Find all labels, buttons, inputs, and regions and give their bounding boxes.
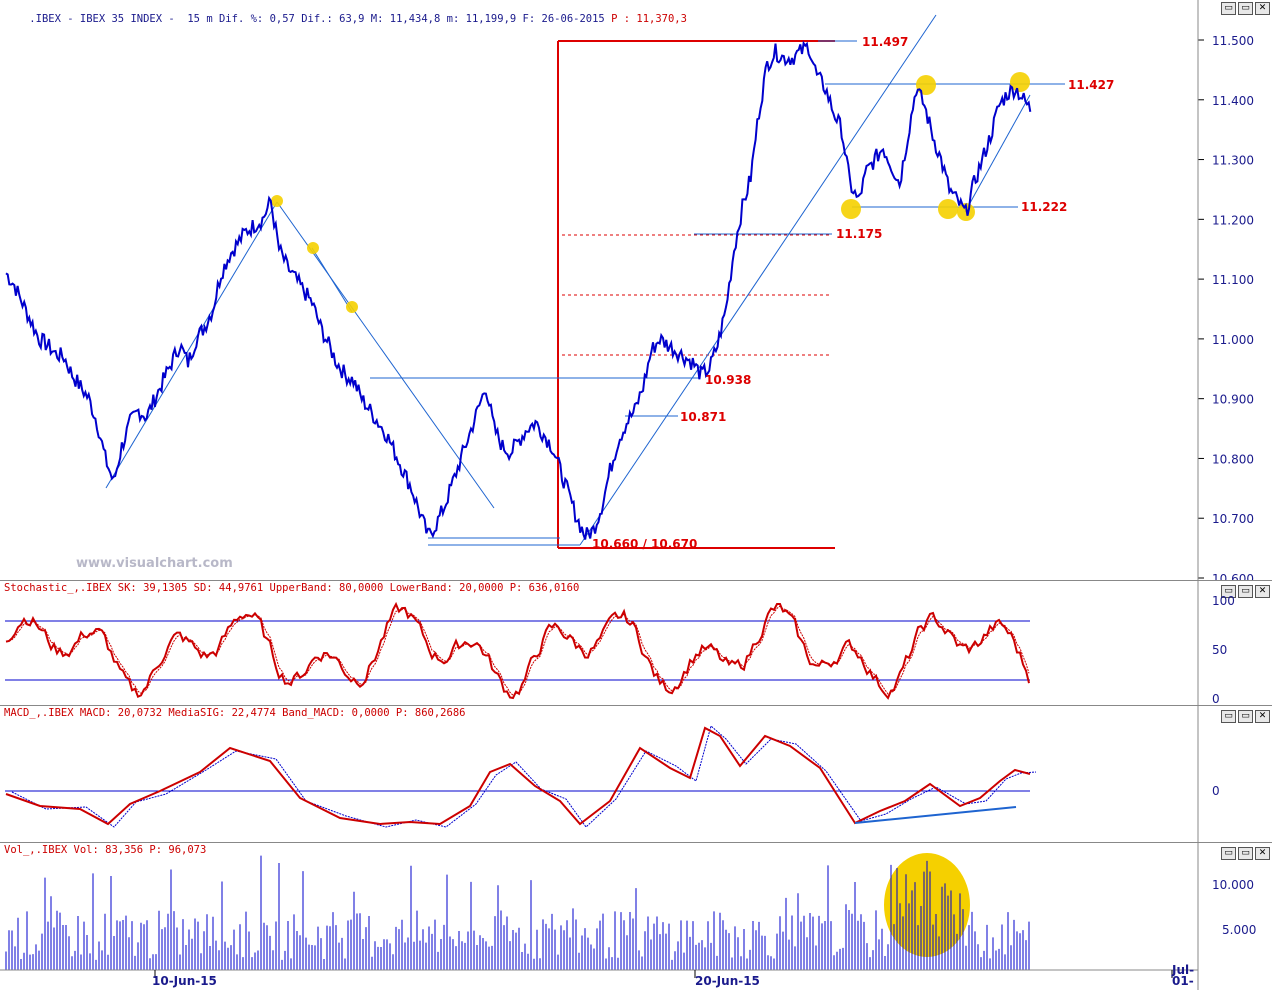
macd-chart: 0	[5, 706, 1220, 843]
close-button[interactable]: ✕	[1255, 847, 1270, 860]
price-axis: 11.500 11.400 11.300 11.200 11.100 11.000 10.9…	[1198, 34, 1254, 580]
price-axis-label: 10.900	[1212, 393, 1254, 407]
price-info-bar: .IBEX - IBEX 35 INDEX - 15 m Dif. %: 0,5…	[29, 13, 687, 25]
close-button[interactable]: ✕	[1255, 710, 1270, 723]
label-breakout: 10.938	[705, 373, 751, 387]
maximize-button[interactable]: ▭	[1238, 847, 1253, 860]
price-chart: 11.500 11.400 11.300 11.200 11.100 11.000 10.9…	[5, 0, 1254, 580]
macd-tick-0: 0	[1212, 784, 1220, 798]
minimize-button[interactable]: ▭	[1221, 585, 1236, 598]
close-button[interactable]: ✕	[1255, 2, 1270, 15]
price-axis-label: 11.200	[1212, 213, 1254, 227]
stochastic-pane[interactable]: Stochastic_,.IBEX SK: 39,1305 SD: 44,976…	[0, 580, 1272, 706]
maximize-button[interactable]: ▭	[1238, 585, 1253, 598]
volume-pane[interactable]: Vol_,.IBEX Vol: 83,356 P: 96,073 ▭ ▭ ✕ 1…	[0, 842, 1272, 990]
macd-window-controls: ▭ ▭ ✕	[1221, 710, 1270, 723]
x-tick-01: 01-	[1172, 974, 1194, 988]
price-pane[interactable]: .IBEX - IBEX 35 INDEX - 15 m Dif. %: 0,5…	[0, 0, 1272, 580]
vol-tick-10000: 10.000	[1212, 878, 1254, 892]
minimize-button[interactable]: ▭	[1221, 710, 1236, 723]
trendlines	[105, 14, 1065, 546]
label-high: 11.497	[862, 35, 908, 49]
macd-divergence-line	[854, 806, 1017, 824]
close-button[interactable]: ✕	[1255, 585, 1270, 598]
price-axis-label: 11.000	[1212, 333, 1254, 347]
stoch-tick-50: 50	[1212, 643, 1227, 657]
price-line	[5, 40, 1032, 540]
price-axis-label: 11.400	[1212, 94, 1254, 108]
stoch-tick-0: 0	[1212, 692, 1220, 706]
maximize-button[interactable]: ▭	[1238, 2, 1253, 15]
vol-tick-5000: 5.000	[1222, 923, 1256, 937]
price-window-controls: ▭ ▭ ✕	[1221, 2, 1270, 15]
stochastic-info: Stochastic_,.IBEX SK: 39,1305 SD: 44,976…	[4, 582, 580, 594]
label-resistance: 11.427	[1068, 78, 1114, 92]
red-range-box	[557, 40, 835, 549]
label-low: 10.660 / 10.670	[592, 537, 697, 551]
label-support: 11.222	[1021, 200, 1067, 214]
price-axis-label: 11.300	[1212, 154, 1254, 168]
price-axis-label: 11.100	[1212, 273, 1254, 287]
price-axis-label: 10.600	[1212, 572, 1254, 580]
stochastic-chart: 100 50 0	[5, 581, 1235, 706]
maximize-button[interactable]: ▭	[1238, 710, 1253, 723]
highlight-markers	[271, 72, 1030, 313]
stoch-tick-100: 100	[1212, 594, 1235, 608]
macd-pane[interactable]: MACD_,.IBEX MACD: 20,0732 MediaSIG: 22,4…	[0, 705, 1272, 843]
x-tick-10-jun: 10-Jun-15	[152, 974, 217, 988]
volume-info: Vol_,.IBEX Vol: 83,356 P: 96,073	[4, 844, 207, 856]
price-axis-label: 10.800	[1212, 452, 1254, 466]
x-tick-20-jun: 20-Jun-15	[695, 974, 760, 988]
minimize-button[interactable]: ▭	[1221, 847, 1236, 860]
price-annotation-labels: 11.497 11.427 11.222 11.175 10.938 10.87…	[592, 35, 1114, 551]
x-tick-jul: Jul-	[1171, 963, 1194, 977]
price-axis-label: 10.700	[1212, 512, 1254, 526]
watermark: www.visualchart.com	[76, 556, 233, 571]
macd-info: MACD_,.IBEX MACD: 20,0732 MediaSIG: 22,4…	[4, 707, 466, 719]
price-axis-label: 11.500	[1212, 34, 1254, 48]
stochastic-window-controls: ▭ ▭ ✕	[1221, 585, 1270, 598]
minimize-button[interactable]: ▭	[1221, 2, 1236, 15]
volume-window-controls: ▭ ▭ ✕	[1221, 847, 1270, 860]
label-pullback: 10.871	[680, 410, 726, 424]
label-gap-low: 11.175	[836, 227, 882, 241]
volume-chart: 10.000 5.000 10-Jun-15 20-Jun-15 Jul- 01…	[0, 843, 1256, 990]
